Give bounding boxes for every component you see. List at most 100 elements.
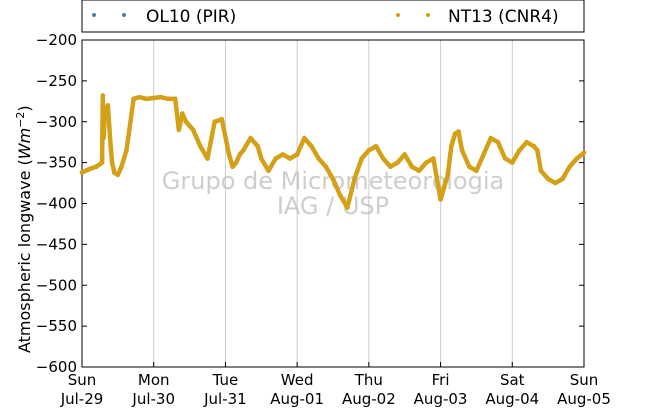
y-tick-label: −450 (36, 235, 77, 253)
y-axis-title: Atmospheric longwave (Wm−2) (14, 105, 34, 353)
x-tick-day: Tue (212, 371, 239, 389)
x-tick-date: Aug-02 (342, 390, 396, 408)
data-point (495, 139, 501, 145)
data-point (205, 156, 210, 161)
data-point (115, 172, 121, 178)
data-point (402, 152, 408, 157)
legend-marker-ol10 (122, 13, 126, 17)
y-tick-label: −550 (36, 317, 77, 335)
data-point (459, 148, 465, 153)
data-point (237, 152, 243, 157)
data-point (266, 168, 271, 174)
data-point (172, 96, 178, 102)
data-point (423, 160, 429, 165)
data-point (373, 143, 379, 149)
data-point (94, 164, 99, 170)
legend-label-nt13: NT13 (CNR4) (448, 7, 559, 27)
data-point (226, 152, 232, 157)
data-point (474, 168, 479, 174)
data-point (380, 156, 386, 161)
data-point (452, 131, 458, 137)
data-point (109, 160, 115, 165)
data-point (466, 164, 472, 170)
data-point (190, 127, 196, 133)
data-point (359, 156, 364, 161)
legend: OL10 (PIR) NT13 (CNR4) (81, 0, 585, 33)
data-point (330, 176, 336, 182)
data-point (560, 176, 565, 182)
data-point (137, 94, 142, 100)
x-tick-day: Sun (570, 371, 599, 389)
legend-marker-ol10 (92, 13, 96, 17)
data-point (449, 143, 454, 149)
x-tick-day: Sat (500, 371, 525, 389)
data-point (241, 148, 246, 153)
data-point (79, 170, 85, 175)
legend-frame (81, 0, 585, 33)
data-point (316, 156, 321, 161)
data-point (233, 160, 239, 165)
data-point (366, 148, 372, 153)
data-point (345, 205, 350, 210)
data-point (144, 96, 149, 102)
data-point (488, 135, 494, 141)
data-point (581, 150, 587, 156)
data-point (212, 119, 217, 125)
data-point (388, 164, 393, 170)
data-point (151, 95, 157, 101)
data-point (119, 164, 124, 170)
x-tick-day: Mon (138, 371, 170, 389)
data-point (294, 152, 300, 157)
data-point (255, 143, 260, 149)
series-nt13 (79, 93, 587, 210)
data-point (337, 193, 343, 198)
data-point (535, 148, 540, 153)
y-tick-label: −600 (36, 358, 77, 376)
x-tick-date: Aug-01 (270, 390, 324, 408)
data-point (106, 123, 112, 129)
watermark-line2: IAG / USP (277, 192, 389, 220)
y-tick-label: −500 (36, 276, 77, 294)
data-point (183, 119, 189, 125)
data-point (99, 160, 105, 165)
y-tick-label: −350 (36, 154, 77, 172)
data-point (502, 156, 508, 161)
x-tick-day: Thu (354, 371, 383, 389)
legend-marker-nt13 (396, 13, 400, 17)
gridlines (153, 40, 513, 367)
data-point (219, 117, 225, 122)
x-tick-date: Jul-30 (131, 390, 175, 408)
data-point (180, 111, 185, 116)
x-tick-date: Aug-05 (557, 390, 611, 408)
data-point (165, 96, 171, 102)
data-point (187, 123, 192, 129)
y-axis: −200 −250 −300 −350 −400 −450 −500 −550 −600 (36, 31, 584, 376)
y-tick-label: −300 (36, 113, 77, 131)
data-point (395, 160, 400, 165)
data-point (409, 164, 415, 170)
data-point (567, 164, 572, 170)
data-point (158, 94, 164, 100)
legend-label-ol10: OL10 (PIR) (146, 7, 236, 27)
data-point (101, 135, 106, 141)
legend-marker-nt13 (426, 13, 430, 17)
data-point (416, 168, 422, 174)
x-tick-date: Jul-29 (60, 390, 104, 408)
data-point (176, 127, 182, 133)
data-point (517, 148, 522, 153)
data-point (309, 143, 314, 149)
y-tick-label: −200 (36, 31, 77, 49)
data-point (105, 103, 111, 108)
data-point (131, 96, 136, 102)
y-tick-label: −400 (36, 195, 77, 213)
data-point (438, 197, 443, 202)
data-point (280, 152, 286, 157)
y-tick-label: −250 (36, 72, 77, 90)
x-tick-day: Wed (281, 371, 314, 389)
data-point (273, 156, 278, 161)
data-point (545, 176, 551, 182)
data-point (553, 180, 558, 186)
data-point (524, 139, 529, 145)
data-point (456, 129, 461, 134)
